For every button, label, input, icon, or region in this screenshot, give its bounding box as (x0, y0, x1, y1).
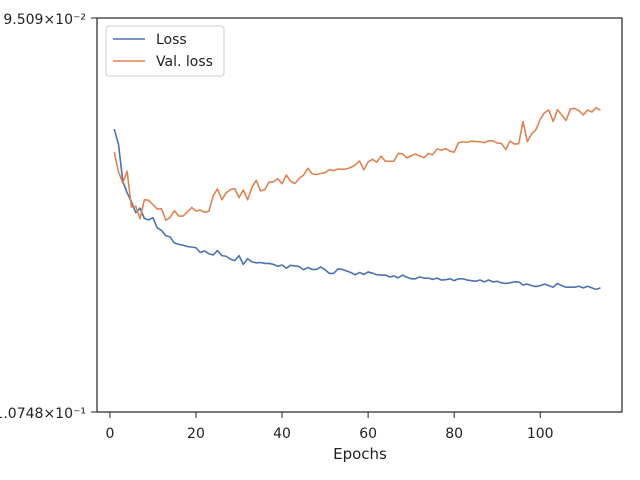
series-layer (113, 106, 601, 291)
x-tick-label-100: 100 (527, 426, 554, 442)
x-tick-label-20: 20 (187, 426, 205, 442)
x-tick-label-80: 80 (445, 426, 463, 442)
legend-label-loss: Loss (156, 32, 187, 48)
x-axis-label: Epochs (333, 445, 387, 463)
series-line-loss (113, 128, 601, 291)
x-axis: 0 20 40 60 80 100 (105, 412, 554, 442)
x-tick-label-0: 0 (105, 426, 114, 442)
series-line-val-loss (113, 106, 601, 222)
legend: Loss Val. loss (105, 25, 225, 77)
x-tick-label-60: 60 (359, 426, 377, 442)
y-tick-label-top: 9.509×10⁻² (3, 12, 86, 28)
x-tick-label-40: 40 (273, 426, 291, 442)
plot-area (97, 18, 622, 412)
y-tick-label-bottom: 1.0748×10⁻¹ (0, 406, 86, 422)
plot-frame (96, 17, 623, 413)
legend-label-val-loss: Val. loss (156, 54, 213, 70)
y-axis: 9.509×10⁻² 1.0748×10⁻¹ (0, 12, 97, 422)
